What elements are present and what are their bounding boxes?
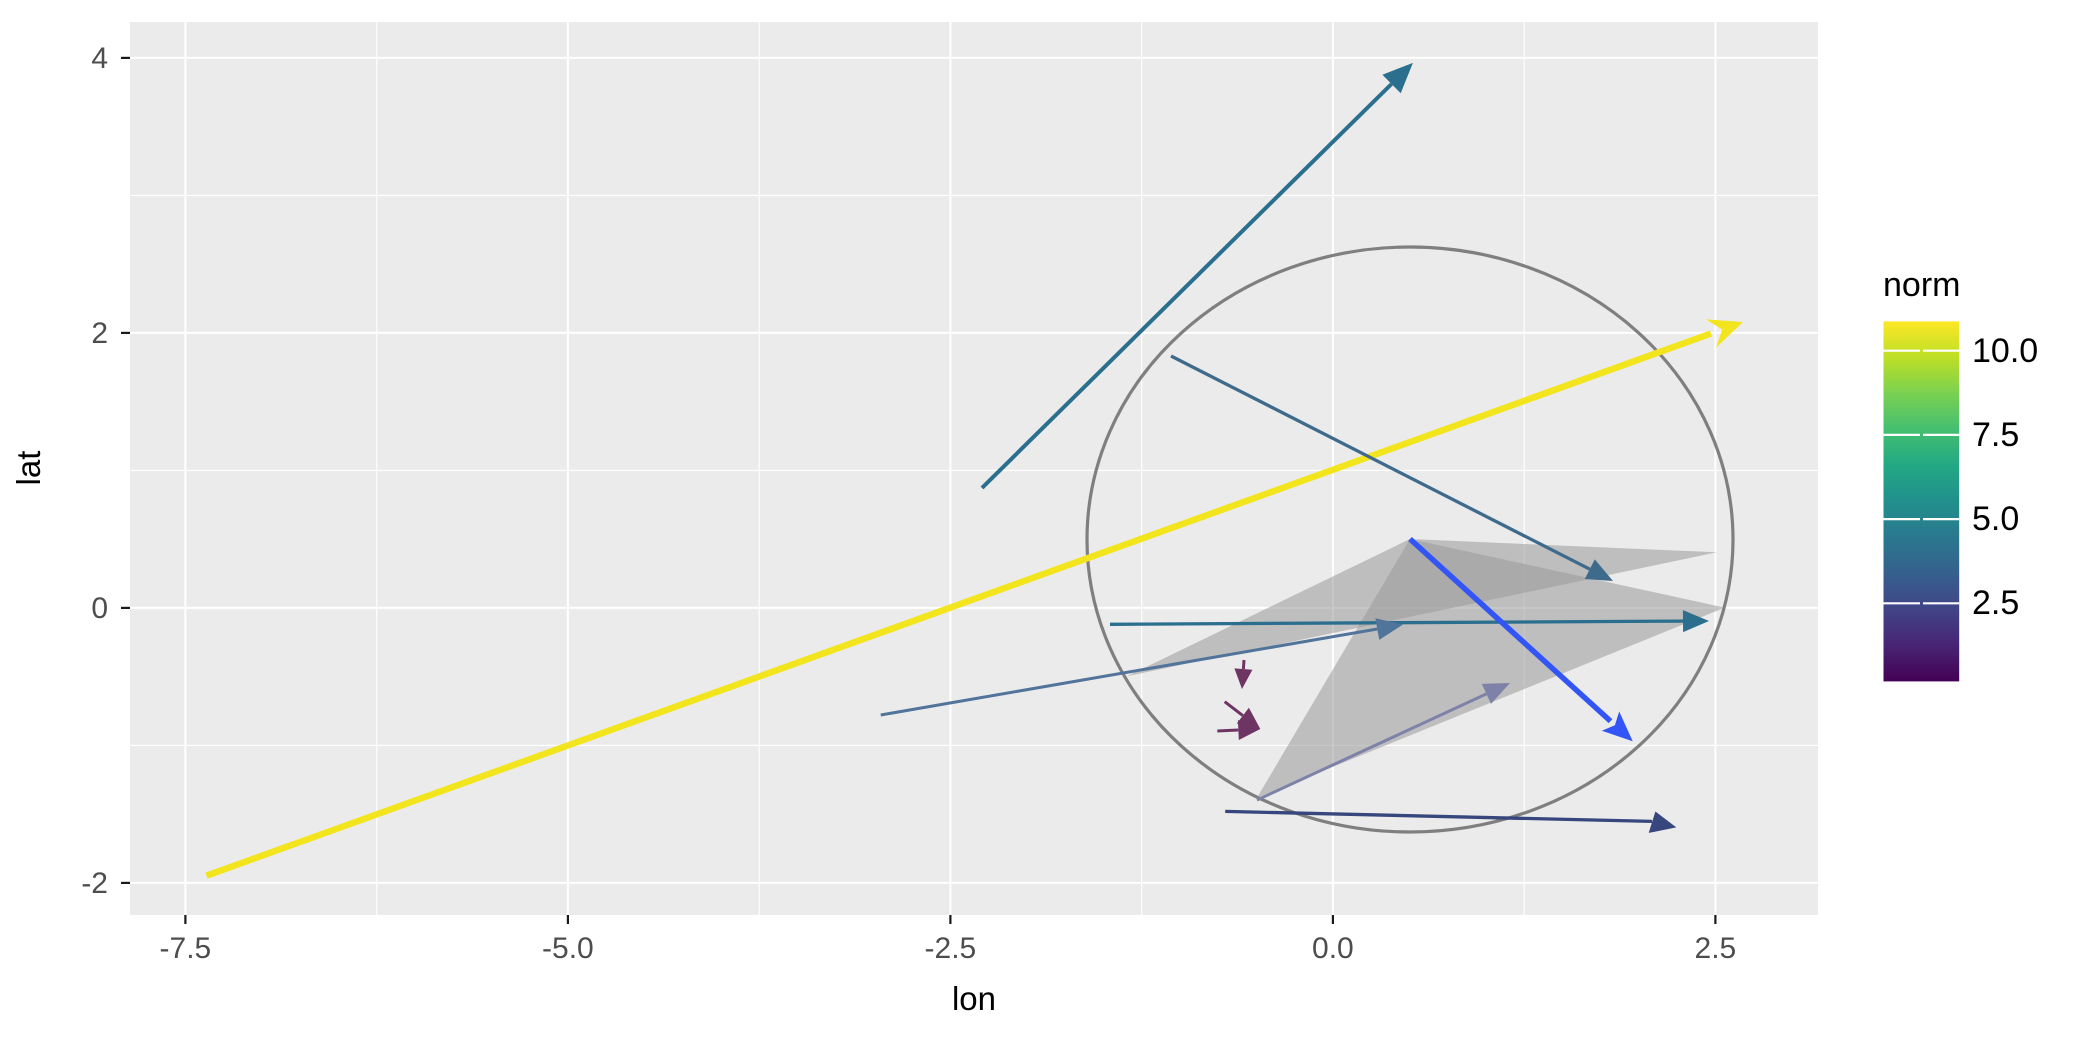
svg-text:2: 2 — [91, 317, 108, 350]
svg-text:2.5: 2.5 — [1695, 932, 1737, 965]
svg-text:norm: norm — [1883, 266, 1960, 304]
svg-text:0.0: 0.0 — [1312, 932, 1354, 965]
svg-text:10.0: 10.0 — [1972, 332, 2038, 370]
svg-text:2.5: 2.5 — [1972, 584, 2019, 622]
svg-text:-2.5: -2.5 — [925, 932, 977, 965]
svg-text:-2: -2 — [81, 867, 108, 900]
svg-text:5.0: 5.0 — [1972, 500, 2019, 538]
svg-text:-5.0: -5.0 — [542, 932, 594, 965]
svg-text:0: 0 — [91, 592, 108, 625]
svg-text:lat: lat — [10, 451, 47, 486]
svg-text:4: 4 — [91, 42, 108, 75]
svg-text:7.5: 7.5 — [1972, 416, 2019, 454]
svg-text:lon: lon — [952, 980, 996, 1017]
svg-text:-7.5: -7.5 — [160, 932, 212, 965]
